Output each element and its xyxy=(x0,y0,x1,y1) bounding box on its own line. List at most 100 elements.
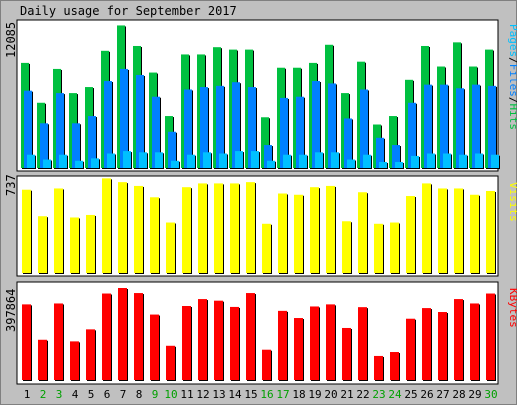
day-label-25: 25 xyxy=(404,388,417,401)
visits-bar-day-9-fill xyxy=(150,197,159,273)
pages-bar-day-11-fill xyxy=(187,154,195,168)
files-bar-day-6 xyxy=(104,81,113,169)
pages-bar-day-16-fill xyxy=(267,160,275,168)
files-bar-day-4-fill xyxy=(72,123,80,168)
kbytes-bar-day-23-fill xyxy=(374,355,383,380)
pages-bar-day-14-fill xyxy=(235,151,243,168)
kbytes-bar-day-16 xyxy=(262,349,272,381)
pages-bar-day-22-fill xyxy=(363,154,371,168)
visits-bar-day-23 xyxy=(374,223,384,274)
pages-bar-day-25 xyxy=(411,155,420,169)
visits-panel-bg xyxy=(16,175,499,277)
kbytes-bar-day-26 xyxy=(422,308,432,381)
visits-bar-day-27-fill xyxy=(438,188,447,273)
kbytes-legend: KBytes xyxy=(507,288,517,328)
files-bar-day-17 xyxy=(280,97,289,169)
visits-bar-day-19 xyxy=(310,187,320,274)
visits-bar-day-6 xyxy=(102,178,112,274)
kbytes-bar-day-10 xyxy=(166,345,176,381)
day-label-26: 26 xyxy=(420,388,433,401)
visits-bar-day-24 xyxy=(390,222,400,274)
files-bar-day-10-fill xyxy=(168,131,176,168)
kbytes-bar-day-10-fill xyxy=(166,345,175,380)
visits-bar-day-8-fill xyxy=(134,185,143,273)
pages-bar-day-2 xyxy=(43,159,52,169)
visits-legend: Visits xyxy=(507,182,517,222)
files-bar-day-17-fill xyxy=(280,97,288,168)
files-bar-day-21-fill xyxy=(344,118,352,168)
files-bar-day-20 xyxy=(328,83,337,169)
files-bar-day-23-fill xyxy=(376,137,384,168)
visits-panel: 737 Visits xyxy=(4,174,517,277)
visits-bar-day-17 xyxy=(278,193,288,274)
visits-bar-day-7-fill xyxy=(118,182,127,273)
files-bar-day-26-fill xyxy=(424,84,432,168)
visits-bar-day-13 xyxy=(214,183,224,274)
kbytes-panel-bg xyxy=(16,281,499,385)
pages-bar-day-12 xyxy=(203,152,212,169)
pages-bar-day-20-fill xyxy=(331,152,339,168)
kbytes-bar-day-7-fill xyxy=(118,288,127,380)
files-bar-day-10 xyxy=(168,131,177,169)
visits-bar-day-29 xyxy=(470,194,480,274)
files-bar-day-9 xyxy=(152,96,161,169)
pages-bar-day-24-fill xyxy=(395,161,403,168)
files-bar-day-4 xyxy=(72,123,81,169)
pages-bar-day-9-fill xyxy=(155,152,163,168)
pages-bar-day-6 xyxy=(107,153,116,169)
files-bar-day-25-fill xyxy=(408,102,416,168)
day-label-4: 4 xyxy=(72,388,79,401)
kbytes-bar-day-4 xyxy=(70,341,80,381)
hits-ymax-label: 12085 xyxy=(4,22,18,58)
visits-bar-day-2-fill xyxy=(38,216,47,273)
kbytes-bar-day-24 xyxy=(390,352,400,381)
visits-bar-day-25 xyxy=(406,196,416,274)
files-bar-day-28 xyxy=(456,88,465,169)
files-bar-day-7 xyxy=(120,68,129,169)
pages-bar-day-23-fill xyxy=(379,161,387,168)
visits-bar-day-4 xyxy=(70,217,80,274)
day-label-20: 20 xyxy=(324,388,337,401)
files-bar-day-1-fill xyxy=(24,90,32,168)
kbytes-bar-day-17-fill xyxy=(278,310,287,380)
visits-bar-day-5-fill xyxy=(86,214,95,273)
day-label-16: 16 xyxy=(260,388,273,401)
kbytes-bar-day-28 xyxy=(454,299,464,381)
legend-separator: / xyxy=(507,97,517,104)
day-label-28: 28 xyxy=(452,388,465,401)
pages-bar-day-23 xyxy=(379,161,388,169)
pages-bar-day-13-fill xyxy=(219,153,227,168)
pages-bar-day-10 xyxy=(171,160,180,169)
visits-bar-day-26-fill xyxy=(422,183,431,273)
files-bar-day-8 xyxy=(136,74,145,169)
files-bar-day-22 xyxy=(360,89,369,169)
legend-hits: Hits xyxy=(507,104,517,131)
visits-bar-day-18 xyxy=(294,194,304,274)
files-bar-day-28-fill xyxy=(456,88,464,168)
pages-bar-day-17-fill xyxy=(283,154,291,168)
kbytes-bar-day-9 xyxy=(150,314,160,381)
visits-bar-day-17-fill xyxy=(278,193,287,273)
files-bar-day-11-fill xyxy=(184,89,192,168)
visits-bar-day-10 xyxy=(166,222,176,274)
files-bar-day-2 xyxy=(40,123,49,169)
kbytes-bar-day-3-fill xyxy=(54,303,63,380)
files-bar-day-30 xyxy=(488,85,497,169)
pages-bar-day-10-fill xyxy=(171,160,179,168)
files-bar-day-8-fill xyxy=(136,74,144,168)
pages-bar-day-13 xyxy=(219,153,228,169)
files-bar-day-3-fill xyxy=(56,93,64,168)
visits-bar-day-3-fill xyxy=(54,188,63,273)
pages-bar-day-25-fill xyxy=(411,155,419,168)
pages-bar-day-7-fill xyxy=(123,151,131,168)
kbytes-bar-day-26-fill xyxy=(422,308,431,380)
day-label-17: 17 xyxy=(276,388,289,401)
visits-bar-day-11 xyxy=(182,187,192,274)
files-bar-day-30-fill xyxy=(488,85,496,168)
files-bar-day-14 xyxy=(232,82,241,169)
visits-ymax-label: 737 xyxy=(4,174,18,196)
files-bar-day-27-fill xyxy=(440,84,448,168)
pages-bar-day-20 xyxy=(331,152,340,169)
files-bar-day-1 xyxy=(24,90,33,169)
day-label-5: 5 xyxy=(88,388,95,401)
